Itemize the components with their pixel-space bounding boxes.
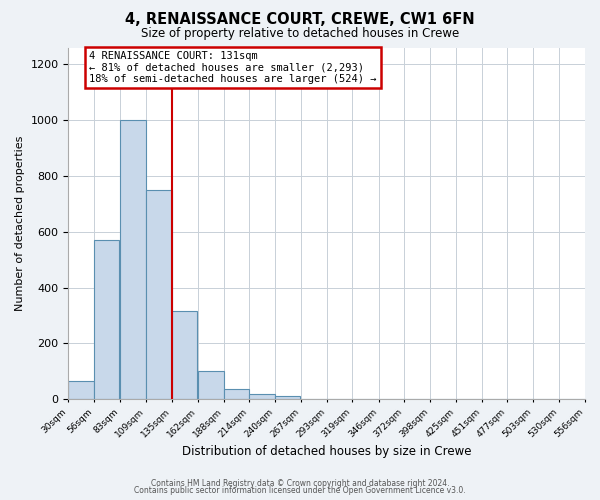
Y-axis label: Number of detached properties: Number of detached properties bbox=[15, 136, 25, 311]
Bar bbox=[198, 372, 224, 399]
Bar bbox=[146, 190, 172, 399]
Bar bbox=[68, 381, 94, 399]
X-axis label: Distribution of detached houses by size in Crewe: Distribution of detached houses by size … bbox=[182, 444, 472, 458]
Bar bbox=[121, 120, 146, 399]
Bar bbox=[249, 394, 275, 399]
Bar bbox=[172, 312, 197, 399]
Text: Contains HM Land Registry data © Crown copyright and database right 2024.: Contains HM Land Registry data © Crown c… bbox=[151, 478, 449, 488]
Text: Contains public sector information licensed under the Open Government Licence v3: Contains public sector information licen… bbox=[134, 486, 466, 495]
Text: 4, RENAISSANCE COURT, CREWE, CW1 6FN: 4, RENAISSANCE COURT, CREWE, CW1 6FN bbox=[125, 12, 475, 28]
Bar bbox=[275, 396, 300, 399]
Bar bbox=[94, 240, 119, 399]
Text: Size of property relative to detached houses in Crewe: Size of property relative to detached ho… bbox=[141, 28, 459, 40]
Bar bbox=[224, 388, 249, 399]
Text: 4 RENAISSANCE COURT: 131sqm
← 81% of detached houses are smaller (2,293)
18% of : 4 RENAISSANCE COURT: 131sqm ← 81% of det… bbox=[89, 51, 377, 84]
